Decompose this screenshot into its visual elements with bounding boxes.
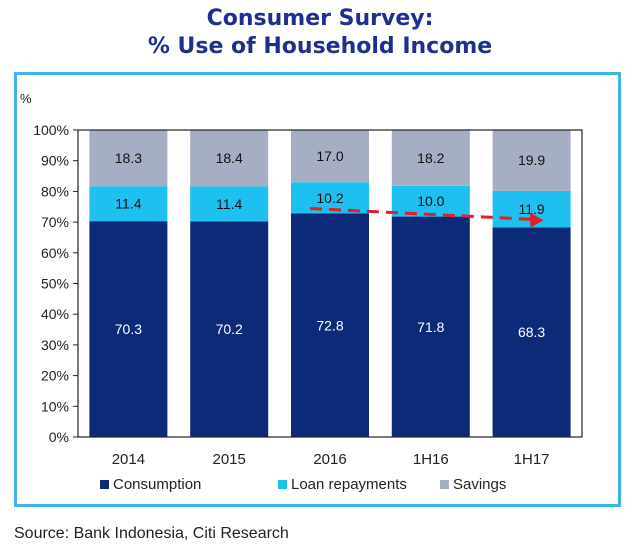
- x-tick-label: 1H17: [514, 451, 550, 468]
- data-label: 17.0: [316, 148, 343, 164]
- trend-arrow-head: [529, 212, 544, 228]
- bar-segment-consumption: [190, 221, 269, 437]
- y-tick-label: 0%: [49, 429, 69, 445]
- data-label: 72.8: [316, 317, 343, 333]
- legend-swatch: [278, 480, 287, 489]
- x-tick-label: 2014: [112, 451, 145, 468]
- y-tick-label: 30%: [41, 337, 69, 353]
- bar-segment-savings: [190, 130, 269, 187]
- y-tick-label: 100%: [33, 122, 69, 138]
- bar-segment-savings: [492, 129, 571, 191]
- y-tick-label: 20%: [41, 368, 69, 384]
- data-label: 10.2: [316, 190, 343, 206]
- bar-segment-loan-repayments: [190, 186, 269, 222]
- source-note: Source: Bank Indonesia, Citi Research: [14, 525, 289, 542]
- legend-swatch: [100, 480, 109, 489]
- bar-segment-savings: [89, 130, 168, 187]
- data-label: 18.2: [417, 150, 444, 166]
- y-tick-label: 80%: [41, 183, 69, 199]
- chart-title-line1: Consumer Survey:: [206, 6, 434, 31]
- x-tick-label: 2015: [213, 451, 246, 468]
- y-tick-label: 60%: [41, 245, 69, 261]
- legend-label: Loan repayments: [291, 476, 407, 493]
- bar-segment-consumption: [291, 213, 369, 437]
- bar-segment-consumption: [391, 216, 470, 437]
- data-label: 19.9: [518, 152, 545, 168]
- chart-title-line2: % Use of Household Income: [147, 34, 493, 59]
- data-label: 68.3: [518, 324, 545, 340]
- bar-segment-savings: [391, 130, 470, 186]
- data-label: 70.3: [115, 321, 142, 337]
- data-label: 18.3: [115, 150, 142, 166]
- y-tick-label: 10%: [41, 398, 69, 414]
- bar-segment-loan-repayments: [391, 185, 470, 217]
- x-tick-label: 1H16: [413, 451, 449, 468]
- legend-swatch: [440, 480, 449, 489]
- y-tick-label: 50%: [41, 276, 69, 292]
- data-label: 11.4: [115, 196, 141, 212]
- data-label: 71.8: [417, 319, 444, 335]
- y-tick-label: 70%: [41, 214, 69, 230]
- data-label: 18.4: [216, 150, 243, 166]
- data-label: 11.4: [216, 196, 242, 212]
- plot-border: [77, 129, 583, 438]
- data-label: 11.9: [518, 201, 544, 217]
- bar-segment-consumption: [492, 227, 571, 437]
- legend-label: Savings: [453, 476, 506, 493]
- y-tick-label: 90%: [41, 153, 69, 169]
- legend-label: Consumption: [113, 476, 201, 493]
- data-label: 10.0: [417, 193, 444, 209]
- bar-segment-savings: [291, 130, 369, 183]
- y-axis-unit-label: %: [20, 91, 32, 106]
- y-tick-label: 40%: [41, 306, 69, 322]
- bar-segment-consumption: [89, 221, 168, 437]
- bar-segment-loan-repayments: [89, 186, 168, 222]
- data-label: 70.2: [216, 321, 243, 337]
- x-tick-label: 2016: [313, 451, 346, 468]
